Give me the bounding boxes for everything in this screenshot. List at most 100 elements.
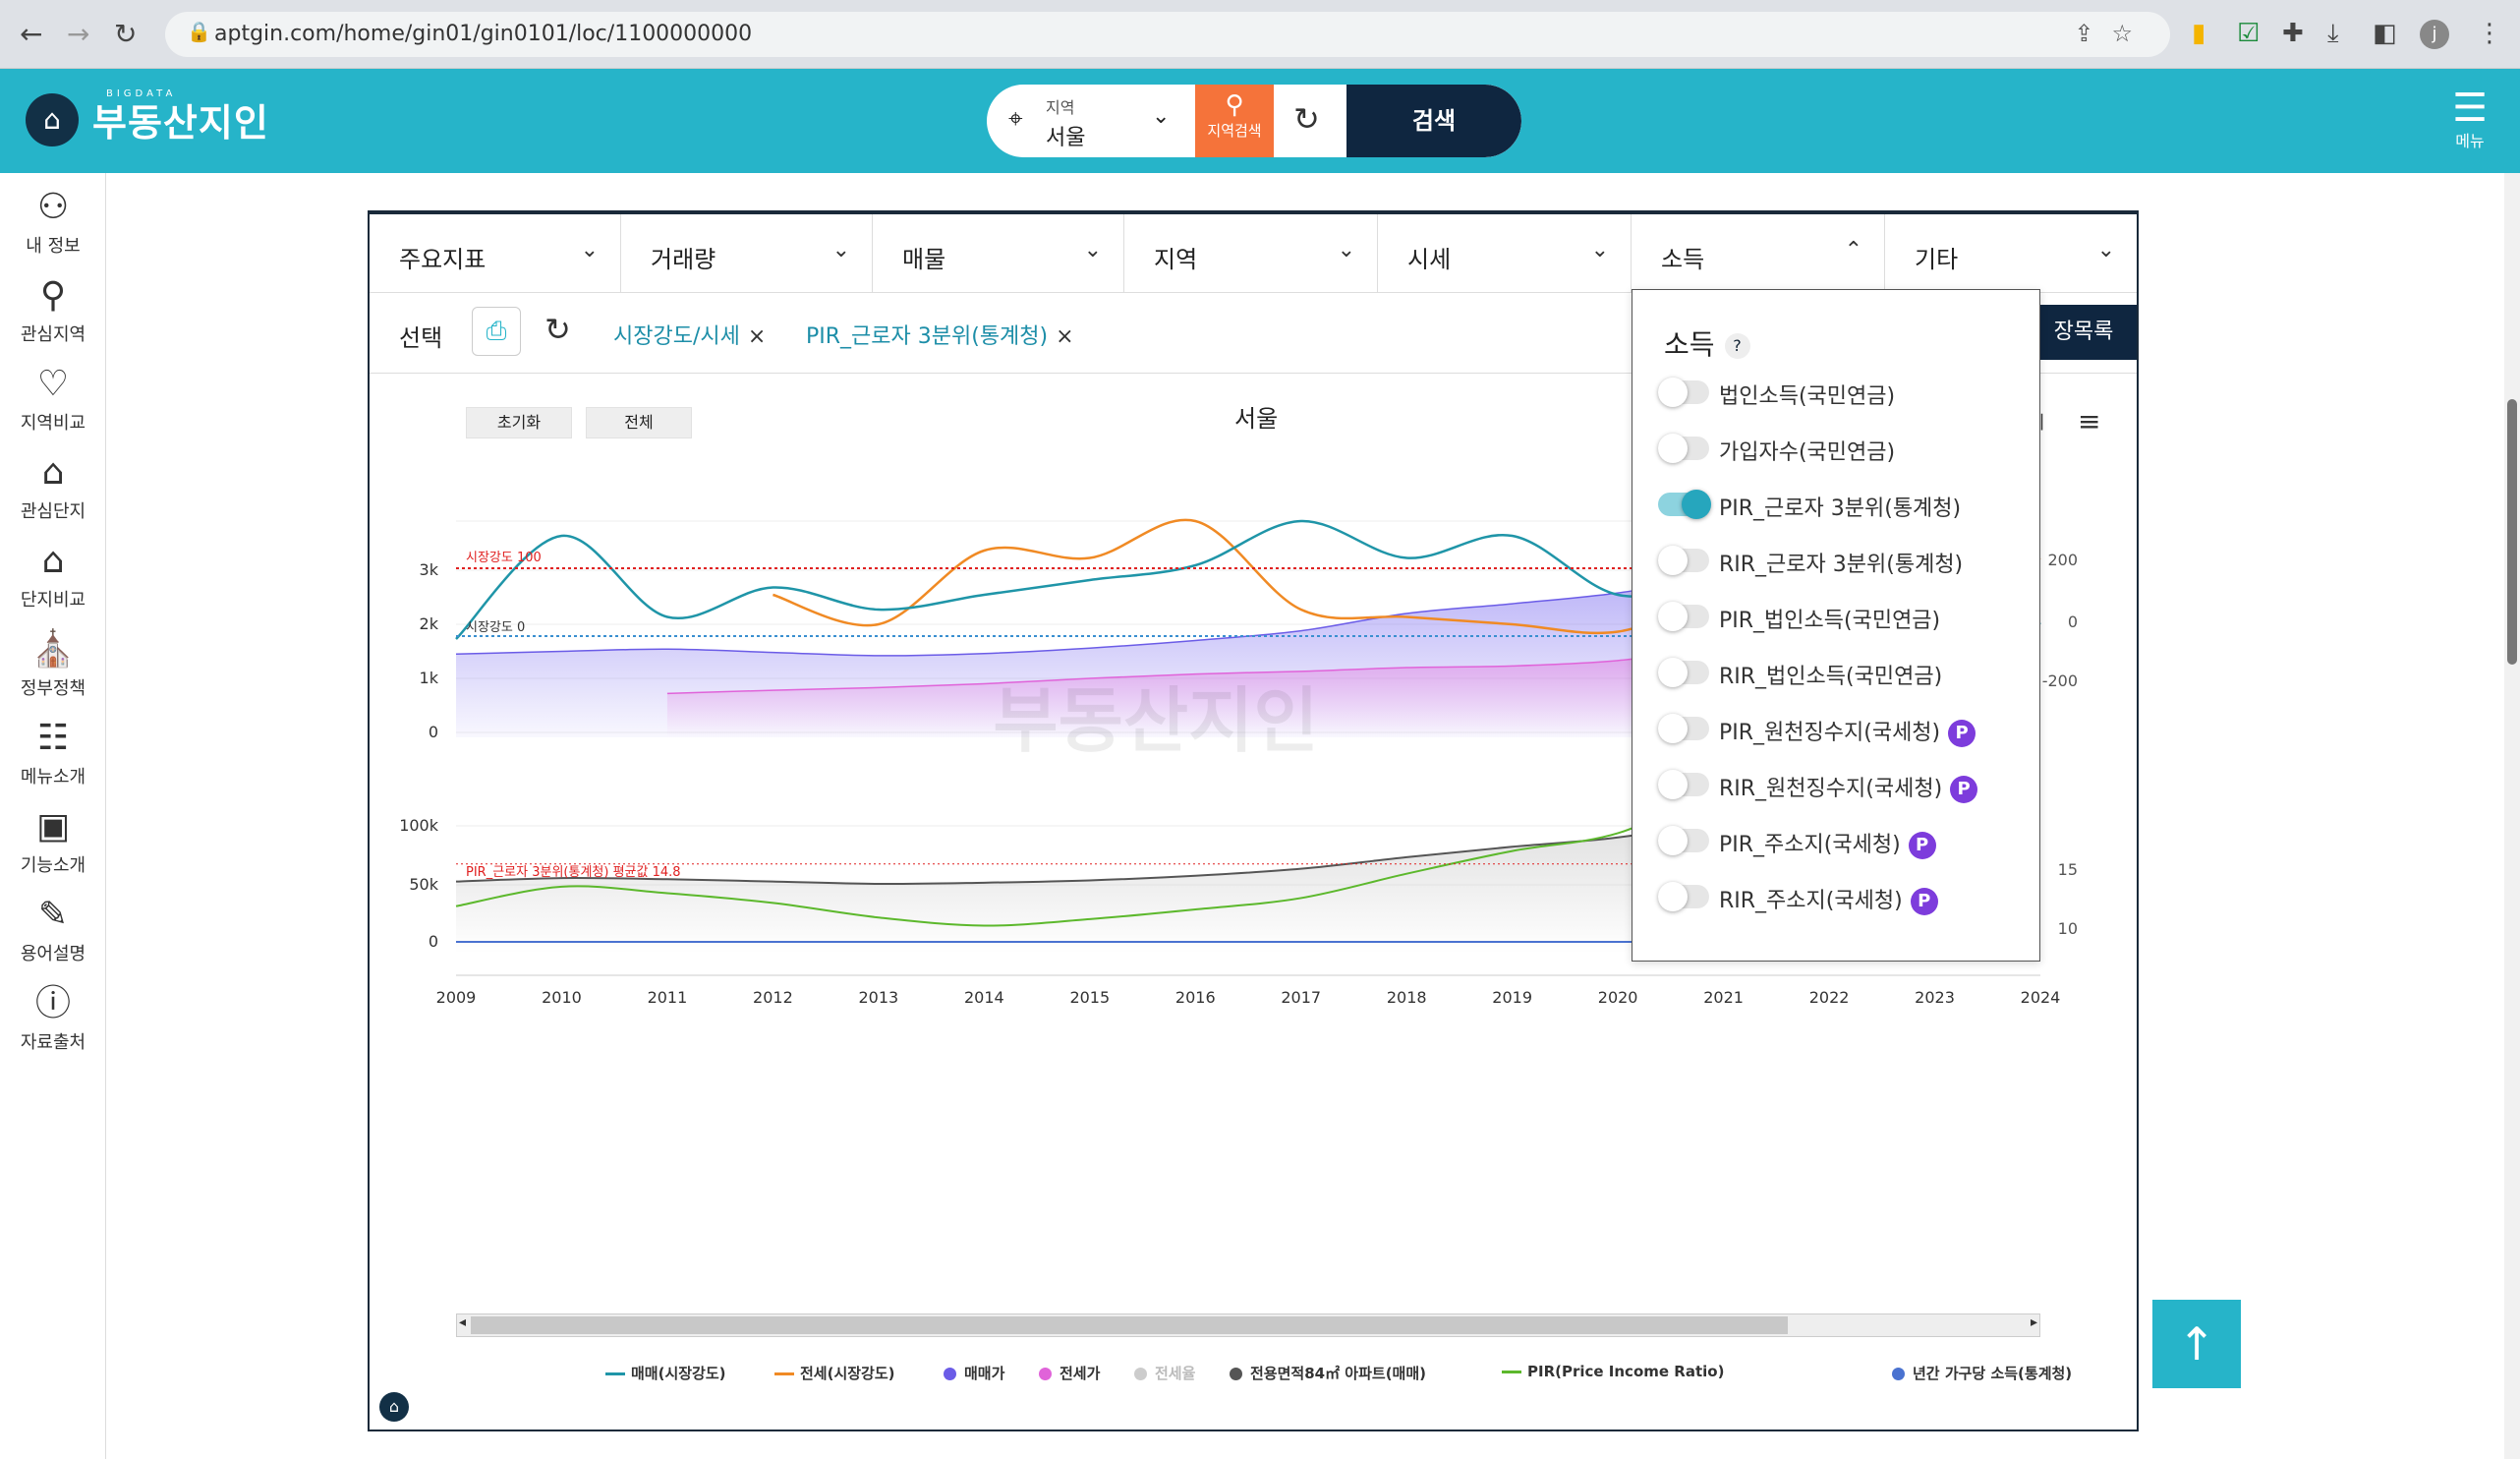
sidebar-item-complex-compare[interactable]: ⌂ 단지비교: [0, 541, 106, 612]
chart-range-scrollbar[interactable]: ◂ ▸: [456, 1313, 2040, 1337]
income-option[interactable]: RIR_주소지(국세청) P: [1658, 877, 2032, 916]
tab-etc[interactable]: 기타 ⌄: [1885, 214, 2137, 293]
legend-item[interactable]: 매매가: [944, 1363, 1004, 1383]
help-icon[interactable]: ?: [1724, 333, 1750, 359]
sidebar-item-feature-intro[interactable]: ▣ 기능소개: [0, 806, 106, 877]
income-option[interactable]: PIR_주소지(국세청) P: [1658, 821, 2032, 860]
tab-region[interactable]: 지역 ⌄: [1124, 214, 1378, 293]
sidebar-item-glossary[interactable]: ✎ 용어설명: [0, 895, 106, 965]
sidebar-item-menu-intro[interactable]: ☷ 메뉴소개: [0, 718, 106, 788]
building-icon: ⌂: [41, 452, 65, 493]
book-icon: ▣: [35, 806, 70, 846]
tab-income[interactable]: 소득 ⌃: [1632, 214, 1885, 293]
close-icon[interactable]: ×: [747, 324, 767, 349]
legend-item[interactable]: 전세가: [1039, 1363, 1100, 1383]
address-bar[interactable]: 🔒 aptgin.com/home/gin01/gin0101/loc/1100…: [165, 12, 2170, 57]
legend-marker: [605, 1372, 625, 1375]
tab-label: 지역: [1154, 246, 1198, 273]
region-search-label: 지역검색: [1207, 122, 1262, 140]
toggle-switch[interactable]: [1658, 882, 1709, 911]
profile-avatar[interactable]: j: [2420, 20, 2449, 49]
income-option[interactable]: RIR_법인소득(국민연금): [1658, 653, 2032, 692]
income-option[interactable]: PIR_원천징수지(국세청) P: [1658, 709, 2032, 748]
chart-reset-button[interactable]: 초기화: [466, 407, 572, 438]
tab-key-indicators[interactable]: 주요지표 ⌄: [370, 214, 621, 293]
selection-label: 선택: [399, 324, 443, 352]
range-left-arrow-icon[interactable]: ◂: [459, 1314, 467, 1330]
sidebar-item-data-source[interactable]: ⓘ 자료출처: [0, 983, 106, 1054]
toggle-switch[interactable]: [1658, 770, 1709, 799]
legend-item[interactable]: 매매(시장강도): [605, 1363, 726, 1383]
kebab-menu-icon[interactable]: ⋮: [2477, 19, 2502, 48]
tab-volume[interactable]: 거래량 ⌄: [621, 214, 873, 293]
reset-selection-icon[interactable]: ↻: [544, 311, 571, 348]
share-icon[interactable]: ⇪: [2074, 20, 2112, 47]
save-selection-icon[interactable]: ⎙: [472, 307, 521, 356]
extension-icon[interactable]: ▮: [2192, 19, 2206, 48]
search-button[interactable]: 검색: [1346, 85, 1521, 157]
toggle-switch[interactable]: [1658, 658, 1709, 687]
legend-item[interactable]: 년간 가구당 소득(통계청): [1892, 1363, 2072, 1383]
toggle-switch[interactable]: [1658, 434, 1709, 463]
chart-menu-icon[interactable]: ≡: [2078, 405, 2101, 438]
tab-price[interactable]: 시세 ⌄: [1378, 214, 1632, 293]
option-text: PIR_주소지(국세청): [1719, 833, 1901, 857]
legend-label: 전용면적84㎡ 아파트(매매): [1250, 1365, 1427, 1382]
toggle-switch[interactable]: [1658, 602, 1709, 631]
extension-check-icon[interactable]: ☑: [2237, 19, 2261, 48]
reload-icon[interactable]: ↻: [114, 18, 138, 50]
sidebar-item-gov-policy[interactable]: ⛪ 정부정책: [0, 629, 106, 700]
legend-item[interactable]: PIR(Price Income Ratio): [1502, 1363, 1724, 1380]
income-option[interactable]: RIR_원천징수지(국세청) P: [1658, 765, 2032, 804]
selected-chip[interactable]: 시장강도/시세 ×: [613, 319, 766, 350]
close-icon[interactable]: ×: [1056, 324, 1074, 349]
option-text: PIR_근로자 3분위(통계청): [1719, 496, 1962, 521]
legend-item[interactable]: 전세(시장강도): [774, 1363, 895, 1383]
range-right-arrow-icon[interactable]: ▸: [2030, 1314, 2037, 1330]
income-option[interactable]: RIR_근로자 3분위(통계청): [1658, 541, 2032, 580]
toggle-switch[interactable]: [1658, 714, 1709, 743]
sidebar-item-region-compare[interactable]: ♡ 지역비교: [0, 364, 106, 435]
back-icon[interactable]: ←: [20, 18, 43, 50]
legend-marker: [1134, 1368, 1147, 1380]
region-search-button[interactable]: ⚲ 지역검색: [1195, 85, 1274, 157]
region-select[interactable]: 서울: [1046, 126, 1086, 150]
refresh-icon[interactable]: ↻: [1293, 100, 1320, 138]
premium-badge: P: [1948, 720, 1976, 747]
page-scrollbar[interactable]: [2504, 173, 2520, 1459]
sidebar-item-interest-complex[interactable]: ⌂ 관심단지: [0, 452, 106, 523]
forward-icon[interactable]: →: [67, 18, 90, 50]
chart-all-button[interactable]: 전체: [586, 407, 692, 438]
sidebar-item-interest-region[interactable]: ⚲ 관심지역: [0, 275, 106, 346]
menu-button[interactable]: ☰ 메뉴: [2443, 88, 2496, 151]
income-option[interactable]: PIR_법인소득(국민연금): [1658, 597, 2032, 636]
sidepanel-icon[interactable]: ◧: [2373, 19, 2397, 48]
logo[interactable]: ⌂ BIGDATA 부동산지인: [26, 88, 269, 146]
income-option[interactable]: PIR_근로자 3분위(통계청): [1658, 485, 2032, 524]
toggle-knob: [1658, 882, 1688, 911]
selected-chip[interactable]: PIR_근로자 3분위(통계청) ×: [806, 319, 1074, 350]
toggle-switch[interactable]: [1658, 490, 1711, 519]
legend-item[interactable]: 전용면적84㎡ 아파트(매매): [1230, 1363, 1426, 1383]
y-tick-label: 1k: [420, 669, 439, 687]
legend-item[interactable]: 전세율: [1134, 1363, 1195, 1383]
puzzle-icon[interactable]: ✚: [2282, 19, 2304, 48]
chevron-down-icon[interactable]: ⌄: [1152, 104, 1171, 129]
scroll-top-button[interactable]: ↑: [2152, 1300, 2241, 1388]
scrollbar-thumb[interactable]: [2507, 399, 2517, 665]
income-option[interactable]: 가입자수(국민연금): [1658, 429, 2032, 468]
sidebar: ⚇ 내 정보 ⚲ 관심지역 ♡ 지역비교 ⌂ 관심단지 ⌂ 단지비교 ⛪ 정부정책 ☷ 메뉴소…: [0, 173, 106, 1459]
x-tick-label: 2023: [1915, 988, 1955, 1007]
x-tick-label: 2021: [1703, 988, 1744, 1007]
sidebar-item-my-info[interactable]: ⚇ 내 정보: [0, 187, 106, 258]
save-list-button[interactable]: 장목록: [2031, 305, 2137, 360]
tab-listings[interactable]: 매물 ⌄: [873, 214, 1124, 293]
download-icon[interactable]: ⤓: [2327, 19, 2339, 48]
toggle-switch[interactable]: [1658, 546, 1709, 575]
option-text: RIR_법인소득(국민연금): [1719, 665, 1943, 689]
income-option[interactable]: 법인소득(국민연금): [1658, 373, 2032, 412]
toggle-switch[interactable]: [1658, 378, 1709, 407]
bookmark-star-icon[interactable]: ☆: [2111, 20, 2150, 47]
range-thumb[interactable]: [471, 1316, 1788, 1334]
toggle-switch[interactable]: [1658, 826, 1709, 855]
